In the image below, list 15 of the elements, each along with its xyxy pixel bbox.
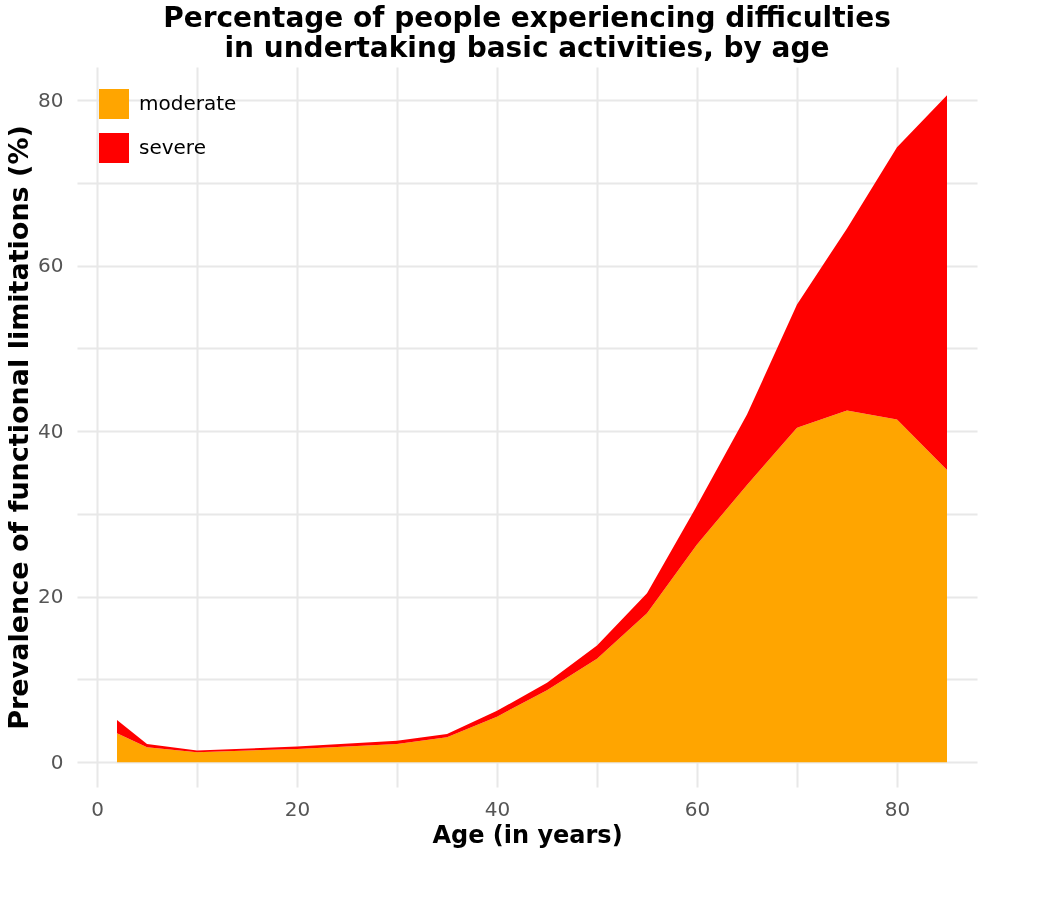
y-tick-label: 40 bbox=[38, 418, 64, 443]
y-tick-label: 0 bbox=[50, 749, 64, 774]
y-axis-title: Prevalence of functional limitations (%) bbox=[3, 125, 35, 730]
x-tick-label: 80 bbox=[884, 796, 911, 821]
legend-label: moderate bbox=[139, 91, 237, 115]
legend-label: severe bbox=[139, 135, 206, 159]
y-tick-label: 20 bbox=[38, 584, 64, 609]
chart-title: Percentage of people experiencing difficulties in undertaking basic activities, by age bbox=[163, 1, 891, 64]
x-tick-label: 60 bbox=[684, 796, 711, 821]
x-tick-label: 20 bbox=[284, 796, 311, 821]
x-tick-label: 0 bbox=[91, 796, 104, 821]
x-tick-label: 40 bbox=[484, 796, 511, 821]
y-tick-label: 80 bbox=[38, 87, 64, 112]
y-tick-label: 60 bbox=[38, 253, 64, 278]
x-axis-title: Age (in years) bbox=[432, 820, 623, 849]
